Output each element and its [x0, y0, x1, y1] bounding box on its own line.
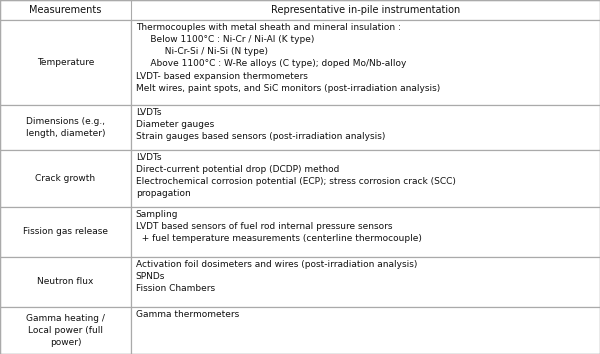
- Text: Gamma heating /
Local power (full
power): Gamma heating / Local power (full power): [26, 314, 105, 347]
- Text: Activation foil dosimeters and wires (post-irradiation analysis)
SPNDs
Fission C: Activation foil dosimeters and wires (po…: [136, 260, 417, 293]
- Text: LVDTs
Direct-current potential drop (DCDP) method
Electrochemical corrosion pote: LVDTs Direct-current potential drop (DCD…: [136, 153, 455, 199]
- Text: Thermocouples with metal sheath and mineral insulation :
     Below 1100°C : Ni-: Thermocouples with metal sheath and mine…: [136, 23, 440, 93]
- Bar: [0, 307, 131, 354]
- Bar: [131, 207, 600, 257]
- Text: Gamma thermometers: Gamma thermometers: [136, 310, 239, 319]
- Bar: [131, 20, 600, 105]
- Text: Measurements: Measurements: [29, 5, 101, 15]
- Bar: [0, 20, 131, 105]
- Text: Fission gas release: Fission gas release: [23, 228, 108, 236]
- Text: Representative in-pile instrumentation: Representative in-pile instrumentation: [271, 5, 460, 15]
- Text: Crack growth: Crack growth: [35, 174, 95, 183]
- Bar: [0, 207, 131, 257]
- Bar: [0, 0, 600, 20]
- Bar: [0, 105, 131, 150]
- Bar: [131, 150, 600, 207]
- Bar: [131, 257, 600, 307]
- Bar: [131, 307, 600, 354]
- Text: Sampling
LVDT based sensors of fuel rod internal pressure sensors
  + fuel tempe: Sampling LVDT based sensors of fuel rod …: [136, 210, 422, 243]
- Text: Temperature: Temperature: [37, 58, 94, 67]
- Text: Neutron flux: Neutron flux: [37, 278, 94, 286]
- Bar: [0, 257, 131, 307]
- Text: Dimensions (e.g.,
length, diameter): Dimensions (e.g., length, diameter): [26, 117, 105, 138]
- Bar: [131, 105, 600, 150]
- Text: LVDTs
Diameter gauges
Strain gauges based sensors (post-irradiation analysis): LVDTs Diameter gauges Strain gauges base…: [136, 108, 385, 141]
- Bar: [0, 150, 131, 207]
